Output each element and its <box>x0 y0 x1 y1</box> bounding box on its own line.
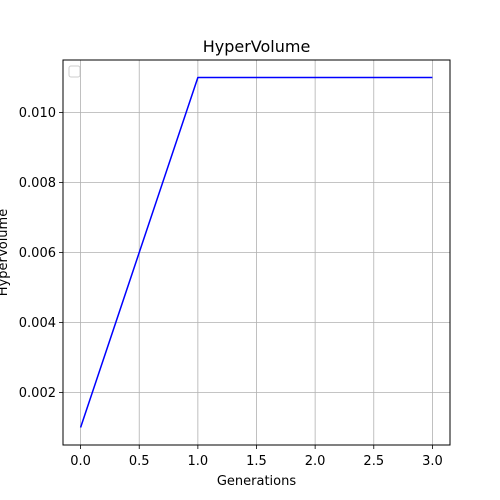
series-line-0 <box>79 76 433 428</box>
grid <box>63 60 450 445</box>
y-tick-label: 0.010 <box>19 106 56 121</box>
chart-title: HyperVolume <box>203 37 311 56</box>
y-axis-label: HyperVolume <box>0 209 11 296</box>
y-tick-label: 0.008 <box>19 176 56 191</box>
series-lines <box>79 76 433 428</box>
x-tick-label: 0.0 <box>70 454 91 469</box>
x-tick-label: 1.5 <box>246 454 267 469</box>
y-tick-label: 0.006 <box>19 246 56 261</box>
x-axis-ticks: 0.0 0.5 1.0 1.5 2.0 2.5 3.0 <box>70 445 443 469</box>
y-tick-label: 0.004 <box>19 316 56 331</box>
x-tick-label: 0.5 <box>129 454 150 469</box>
y-tick-label: 0.002 <box>19 386 56 401</box>
x-tick-label: 2.0 <box>305 454 326 469</box>
legend-box <box>68 65 81 78</box>
x-tick-label: 2.5 <box>363 454 384 469</box>
x-axis-label: Generations <box>217 474 297 489</box>
x-tick-label: 3.0 <box>422 454 443 469</box>
y-axis-ticks: 0.002 0.004 0.006 0.008 0.010 <box>19 106 63 401</box>
x-tick-label: 1.0 <box>188 454 209 469</box>
